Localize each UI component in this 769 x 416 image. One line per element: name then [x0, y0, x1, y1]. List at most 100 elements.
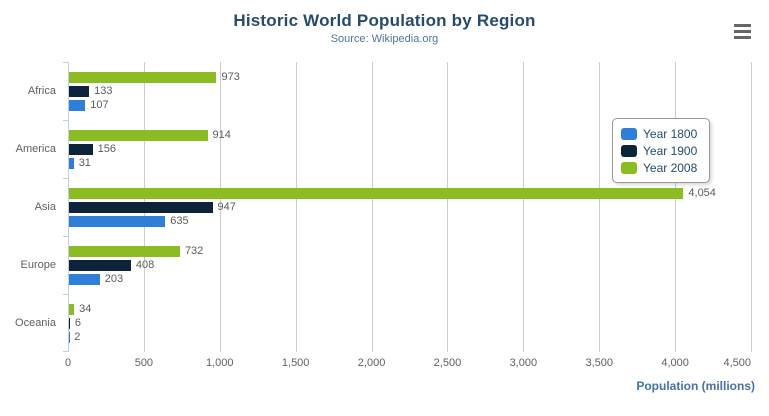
x-tick-label: 3,000 [509, 357, 538, 369]
category-axis-line [68, 62, 69, 352]
category-label: Oceania [15, 317, 56, 329]
category-band: 914 156 31 [69, 120, 751, 178]
x-tick-label: 4,000 [661, 357, 689, 369]
plot-area: 973 133 107 914 156 31 4,054 947 635 732 408 203 34 6… [63, 62, 752, 352]
legend-label: Year 1800 [643, 126, 698, 141]
bar[interactable] [69, 215, 166, 227]
category-tick [63, 178, 68, 179]
hamburger-icon [733, 35, 751, 39]
bar-value-label: 947 [217, 201, 236, 213]
category-label: Africa [27, 85, 56, 97]
legend-item[interactable]: Year 2008 [621, 159, 697, 176]
bar-value-label: 107 [90, 99, 109, 111]
category-tick [63, 236, 68, 237]
bar[interactable] [69, 187, 684, 199]
x-tick-label: 2,000 [357, 357, 386, 369]
bar[interactable] [69, 129, 208, 141]
category-band: 732 408 203 [69, 236, 751, 294]
bar[interactable] [69, 273, 100, 285]
category-band: 973 133 107 [69, 62, 751, 120]
bar-row: 156 [69, 143, 751, 155]
bar-row: 408 [69, 259, 751, 271]
bar[interactable] [69, 317, 70, 329]
category-label: America [15, 143, 56, 155]
legend-swatch-icon [621, 144, 637, 157]
bar-row: 107 [69, 99, 751, 111]
bar[interactable] [69, 303, 75, 315]
value-axis-labels: 0 500 1,000 1,500 2,000 2,500 3,000 3,500 4,000 4… [64, 357, 751, 371]
chart-subtitle: Source: Wikipedia.org [330, 33, 439, 45]
bar-row: 914 [69, 129, 751, 141]
bar-row: 973 [69, 71, 751, 83]
x-tick-label: 3,500 [585, 357, 613, 369]
category-axis-labels: Africa America Asia Europe Oceania [0, 62, 62, 352]
bar-value-label: 203 [104, 273, 124, 285]
category-band: 4,054 947 635 [69, 178, 751, 236]
hamburger-icon [733, 29, 751, 33]
bar-value-label: 732 [184, 245, 204, 257]
legend-item[interactable]: Year 1800 [621, 125, 697, 142]
export-menu-button[interactable] [730, 20, 754, 42]
bar-value-label: 973 [221, 71, 240, 83]
bar[interactable] [69, 157, 74, 169]
x-tick-label: 500 [134, 357, 154, 369]
bar-value-label: 31 [78, 157, 91, 169]
legend-item[interactable]: Year 1900 [621, 142, 697, 159]
bar-row: 947 [69, 201, 751, 213]
bar-row: 2 [69, 331, 751, 343]
category-tick [63, 62, 68, 63]
bar-row: 635 [69, 215, 751, 227]
hamburger-icon [733, 23, 751, 27]
x-tick-label: 0 [64, 357, 72, 369]
gridline [675, 62, 677, 352]
x-tick-label: 2,500 [433, 357, 462, 369]
category-tick [63, 351, 68, 352]
bar-value-label: 2 [74, 331, 81, 343]
category-tick [63, 294, 68, 295]
bar-value-label: 635 [170, 215, 189, 227]
bar[interactable] [69, 201, 213, 213]
category-label: Asia [34, 201, 56, 213]
category-tick [63, 120, 68, 121]
category-band: 34 6 2 [69, 294, 751, 352]
x-tick-label: 4,500 [723, 357, 751, 369]
bar[interactable] [69, 245, 180, 257]
bar-row: 6 [69, 317, 751, 329]
bar[interactable] [69, 143, 93, 155]
x-tick-label: 1,000 [206, 357, 234, 369]
bar[interactable] [69, 99, 86, 111]
bar-row: 203 [69, 273, 751, 285]
bar-value-label: 34 [79, 303, 92, 315]
legend-label: Year 2008 [643, 160, 698, 175]
gridline [751, 62, 752, 352]
gridline [599, 62, 601, 352]
bar-value-label: 133 [94, 85, 113, 97]
bar[interactable] [69, 259, 131, 271]
x-tick-label: 1,500 [281, 357, 310, 369]
bar-row: 31 [69, 157, 751, 169]
gridline [523, 62, 525, 352]
bar[interactable] [69, 71, 217, 83]
x-axis-title: Population (millions) [636, 379, 755, 393]
category-label: Europe [20, 259, 56, 271]
bar-row: 732 [69, 245, 751, 257]
bar-value-label: 4,054 [688, 187, 716, 199]
bar-row: 4,054 [69, 187, 751, 199]
gridline [219, 62, 221, 352]
bar-value-label: 6 [74, 317, 82, 329]
legend-label: Year 1900 [643, 143, 698, 158]
chart-title: Historic World Population by Region [233, 11, 536, 30]
gridline [447, 62, 449, 352]
bar[interactable] [69, 85, 90, 97]
bar-row: 34 [69, 303, 751, 315]
bar-row: 133 [69, 85, 751, 97]
legend: Year 1800 Year 1900 Year 2008 [612, 118, 711, 183]
bar-value-label: 408 [135, 259, 155, 271]
legend-swatch-icon [621, 127, 637, 140]
bar-value-label: 156 [97, 143, 116, 155]
legend-swatch-icon [621, 161, 637, 174]
gridline [295, 62, 297, 352]
bar-value-label: 914 [212, 129, 231, 141]
gridline [371, 62, 373, 352]
